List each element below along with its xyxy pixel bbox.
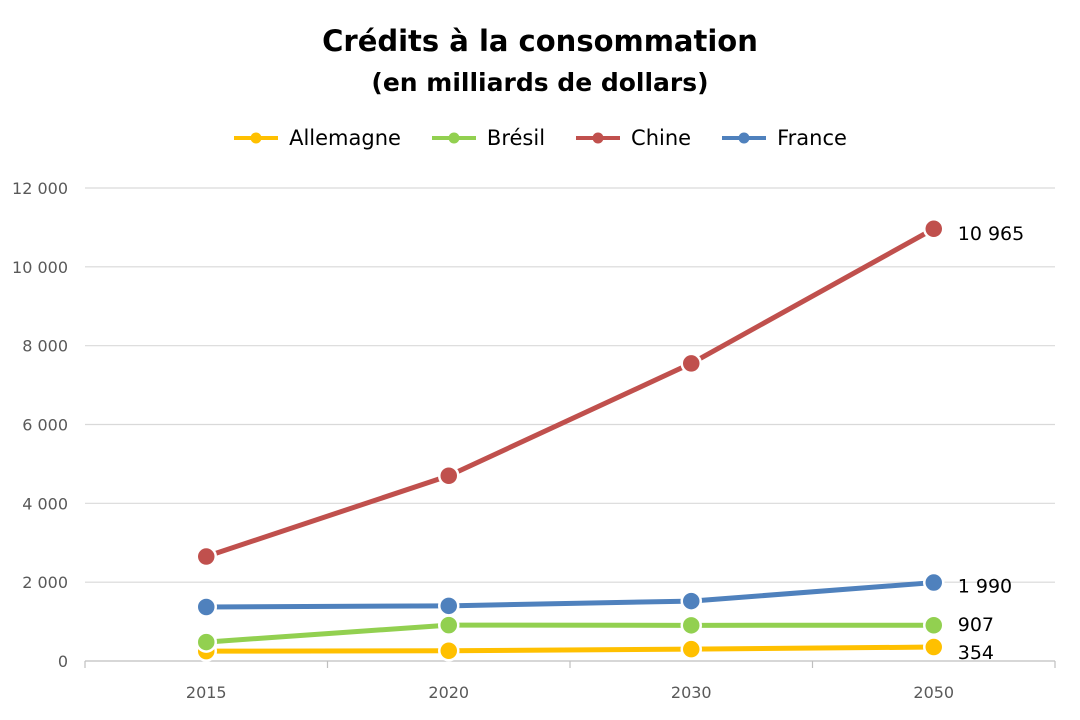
data-label-bresil: 907 <box>958 614 994 636</box>
data-point-allemagne <box>680 638 702 660</box>
x-tick-label: 2020 <box>428 683 469 702</box>
legend-swatch-bresil <box>431 132 476 144</box>
data-point-bresil <box>195 631 217 653</box>
legend: Allemagne Brésil Chine France <box>0 126 1080 150</box>
data-point-bresil <box>680 614 702 637</box>
y-tick-label: 2 000 <box>22 573 68 592</box>
legend-item-bresil: Brésil <box>431 126 545 150</box>
legend-label-bresil: Brésil <box>486 126 546 150</box>
y-tick-label: 4 000 <box>22 494 68 513</box>
data-point-france <box>438 595 460 617</box>
legend-label-france: France <box>777 126 847 150</box>
data-point-france <box>680 590 702 612</box>
data-point-bresil <box>438 614 460 636</box>
data-point-chine <box>438 464 460 487</box>
data-label-chine: 10 965 <box>958 223 1024 245</box>
y-tick-label: 12 000 <box>12 179 68 198</box>
x-tick-label: 2050 <box>913 683 954 702</box>
series-line-allemagne <box>203 644 937 654</box>
series-line-bresil <box>203 622 937 645</box>
x-tick-label: 2030 <box>671 683 712 702</box>
x-tick-label: 2015 <box>186 683 227 702</box>
data-point-france <box>923 571 945 594</box>
legend-label-allemagne: Allemagne <box>289 126 401 150</box>
legend-swatch-allemagne <box>234 132 279 144</box>
legend-item-france: France <box>721 126 847 150</box>
data-point-allemagne <box>438 640 460 662</box>
data-point-chine <box>923 218 945 240</box>
legend-swatch-france <box>722 132 767 144</box>
data-point-bresil <box>923 614 945 636</box>
data-point-allemagne <box>923 636 945 658</box>
legend-swatch-chine <box>576 132 621 144</box>
y-tick-label: 10 000 <box>12 258 68 277</box>
data-label-france: 1 990 <box>958 576 1012 598</box>
data-label-allemagne: 354 <box>958 642 994 664</box>
chart-subtitle: (en milliards de dollars) <box>371 68 709 97</box>
legend-item-chine: Chine <box>575 126 691 150</box>
series-line-france <box>203 580 937 610</box>
legend-label-chine: Chine <box>631 126 692 150</box>
y-tick-label: 0 <box>58 652 68 671</box>
y-tick-label: 8 000 <box>22 337 68 356</box>
chart-title: Crédits à la consommation <box>322 24 758 58</box>
data-point-chine <box>195 545 217 568</box>
series-line-chine <box>203 226 937 560</box>
data-point-chine <box>680 352 702 375</box>
legend-item-allemagne: Allemagne <box>233 126 401 150</box>
data-point-france <box>195 596 217 618</box>
y-tick-label: 6 000 <box>22 416 68 435</box>
